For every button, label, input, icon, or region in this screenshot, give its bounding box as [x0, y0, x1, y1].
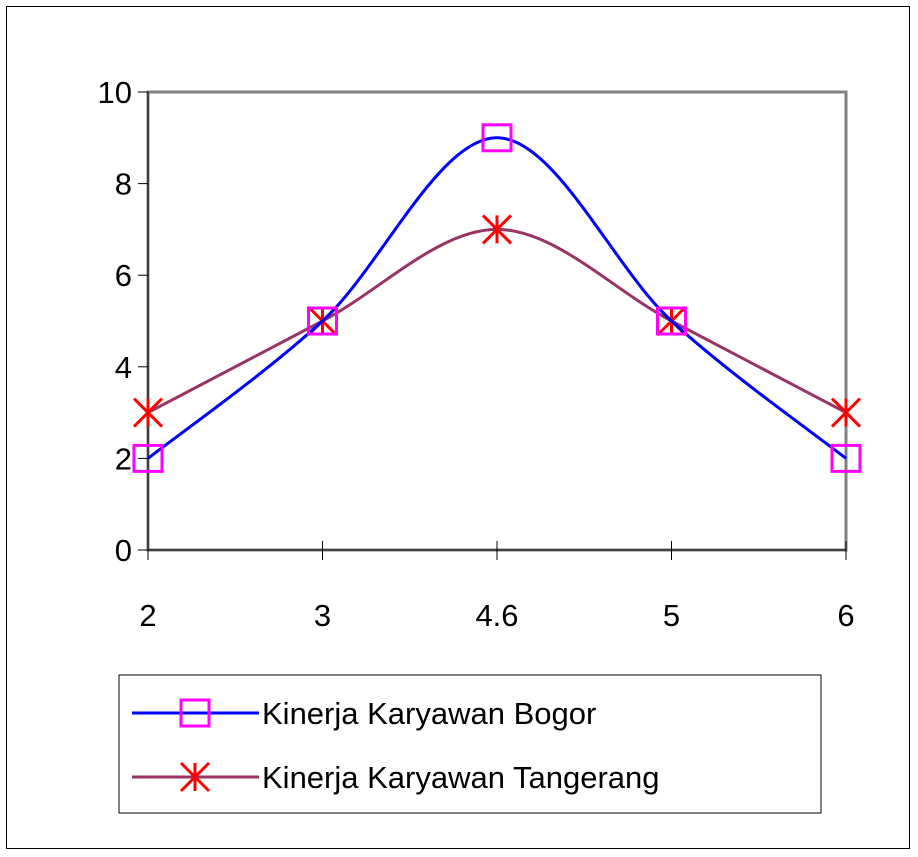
data-point — [132, 397, 164, 428]
plot-area-group — [146, 90, 848, 552]
series-group — [132, 123, 862, 473]
legend: Kinerja Karyawan Bogor Kinerja Karyawan T… — [118, 674, 822, 814]
plot-area — [146, 90, 848, 552]
legend-marker — [179, 698, 211, 728]
data-point — [132, 443, 164, 473]
x-tick-label: 4.6 — [475, 598, 518, 633]
legend-box — [118, 674, 822, 814]
data-point — [481, 214, 513, 245]
x-tick-label: 6 — [837, 598, 854, 633]
y-tick-label: 10 — [98, 75, 132, 110]
x-tick-label: 5 — [663, 598, 680, 633]
legend-item: Kinerja Karyawan Tangerang — [132, 760, 660, 795]
x-axis: 2 3 4.6 5 6 — [139, 541, 855, 633]
legend-label: Kinerja Karyawan Tangerang — [262, 760, 660, 795]
y-tick-label: 6 — [115, 258, 132, 293]
data-point — [656, 306, 687, 336]
y-tick-label: 0 — [115, 533, 132, 568]
x-tick-label: 2 — [139, 598, 156, 633]
data-point — [830, 443, 862, 473]
y-axis: 0 2 4 6 8 10 — [98, 75, 149, 568]
y-tick-label: 2 — [115, 441, 132, 476]
legend-marker — [179, 761, 211, 793]
y-tick-label: 8 — [115, 167, 132, 202]
x-tick-label: 3 — [314, 598, 331, 633]
chart-frame: 0 2 4 6 8 10 2 3 4.6 5 6 Kinerja Karyawan Bogor Ki… — [6, 6, 910, 849]
data-point — [830, 397, 862, 428]
legend-item: Kinerja Karyawan Bogor — [132, 696, 596, 731]
series-bogor — [132, 123, 862, 473]
data-point — [307, 306, 338, 336]
data-point — [481, 123, 513, 153]
legend-label: Kinerja Karyawan Bogor — [262, 696, 596, 731]
series-line — [147, 136, 847, 460]
y-tick-label: 4 — [115, 350, 132, 385]
